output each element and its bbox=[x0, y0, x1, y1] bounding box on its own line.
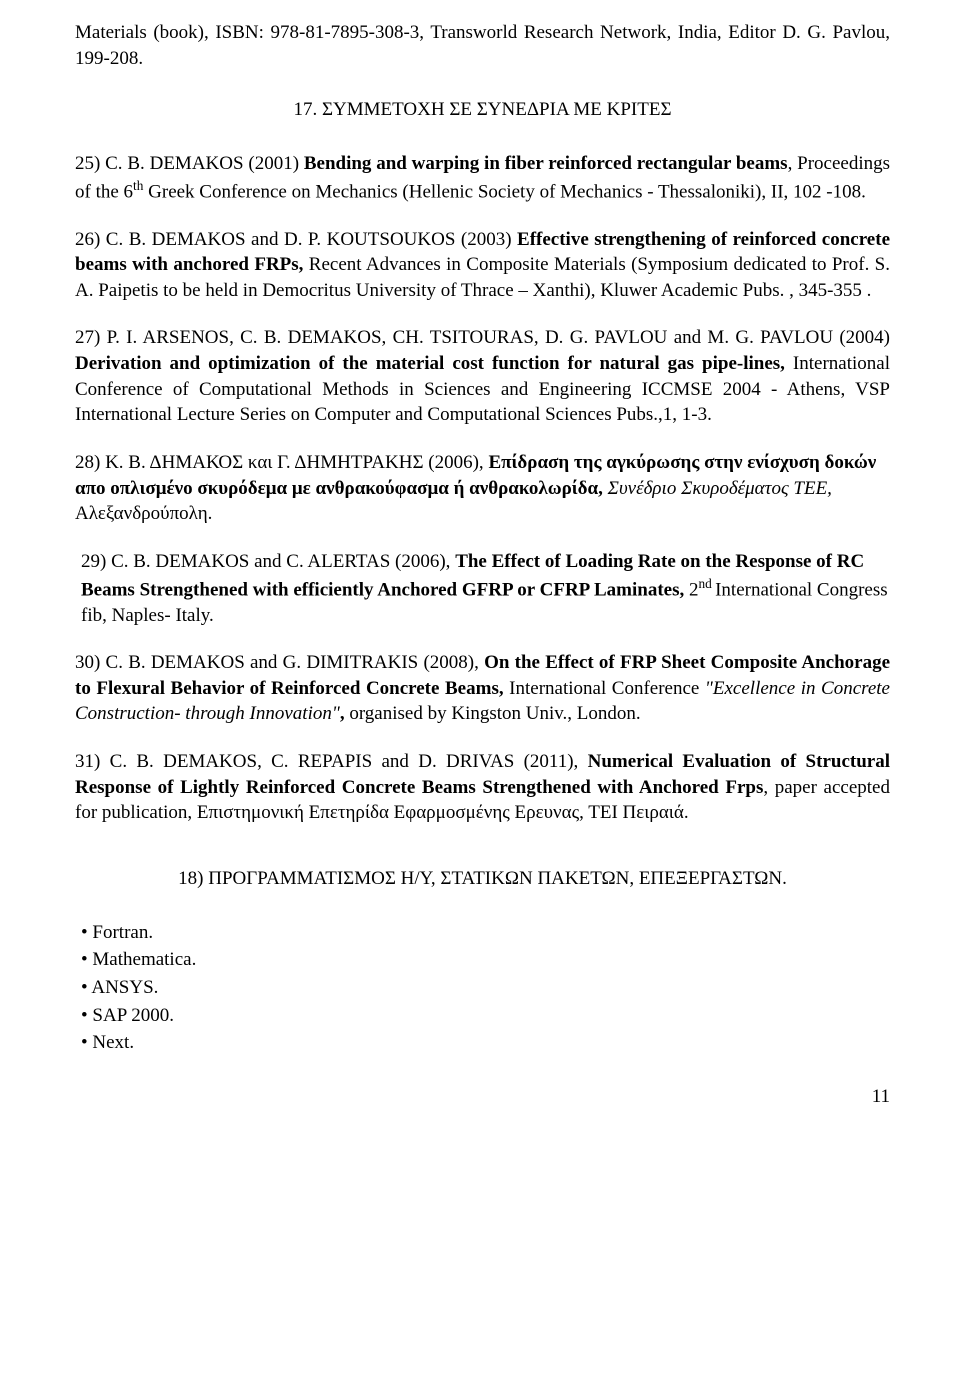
list-item: Fortran. bbox=[81, 920, 890, 946]
section-18-title: 18) ΠΡΟΓΡΑΜΜΑΤΙΣΜΟΣ Η/Υ, ΣΤΑΤΙΚΩΝ ΠΑΚΕΤΩ… bbox=[75, 866, 890, 892]
entry-28-venue-italic: Συνέδριο Σκυροδέματος ΤΕΕ, bbox=[608, 478, 832, 499]
entry-28-authors: 28) Κ. Β. ΔΗΜΑΚΟΣ και Γ. ΔΗΜΗΤΡΑΚΗΣ (200… bbox=[75, 452, 488, 473]
entry-28-place: Αλεξανδρούπολη bbox=[75, 503, 208, 524]
entry-29-authors: 29) C. B. DEMAKOS and C. ALERTAS (2006), bbox=[81, 551, 455, 572]
section-17-title: 17. ΣΥΜΜΕΤΟΧΗ ΣΕ ΣΥΝΕΔΡΙΑ ΜΕ ΚΡΙΤΕΣ bbox=[75, 97, 890, 123]
entry-30-comma: , bbox=[340, 703, 350, 724]
entry-31: 31) C. B. DEMAKOS, C. REPAPIS and D. DRI… bbox=[75, 749, 890, 826]
list-item: ANSYS. bbox=[81, 975, 890, 1001]
entry-25-authors: 25) C. B. DEMAKOS (2001) bbox=[75, 153, 304, 174]
page-number: 11 bbox=[75, 1084, 890, 1110]
software-list: Fortran. Mathematica. ANSYS. SAP 2000. N… bbox=[81, 920, 890, 1056]
entry-30-mid: International Conference bbox=[504, 678, 705, 699]
entry-26-authors: 26) C. B. DEMAKOS and D. P. KOUTSOUKOS (… bbox=[75, 229, 517, 250]
entry-29-pre: 2 bbox=[684, 579, 698, 600]
list-item: SAP 2000. bbox=[81, 1003, 890, 1029]
entry-27-authors: 27) P. I. ARSENOS, C. B. DEMAKOS, CH. TS… bbox=[75, 327, 890, 348]
entry-25-tail: Greek Conference on Mechanics (Hellenic … bbox=[143, 181, 865, 202]
entry-30-authors: 30) C. B. DEMAKOS and G. DIMITRAKIS (200… bbox=[75, 652, 484, 673]
entry-25: 25) C. B. DEMAKOS (2001) Bending and war… bbox=[75, 151, 890, 205]
entry-27-title: Derivation and optimization of the mater… bbox=[75, 353, 785, 374]
entry-30-tail: organised by Kingston Univ., London. bbox=[349, 703, 640, 724]
entry-29-ordinal: nd bbox=[698, 576, 715, 591]
entry-29: 29) C. B. DEMAKOS and C. ALERTAS (2006),… bbox=[75, 549, 890, 628]
list-item: Next. bbox=[81, 1030, 890, 1056]
entry-27: 27) P. I. ARSENOS, C. B. DEMAKOS, CH. TS… bbox=[75, 325, 890, 428]
entry-31-authors: 31) C. B. DEMAKOS, C. REPAPIS and D. DRI… bbox=[75, 751, 588, 772]
list-item: Mathematica. bbox=[81, 947, 890, 973]
entry-26: 26) C. B. DEMAKOS and D. P. KOUTSOUKOS (… bbox=[75, 227, 890, 304]
entry-25-ordinal: th bbox=[133, 178, 143, 193]
entry-30: 30) C. B. DEMAKOS and G. DIMITRAKIS (200… bbox=[75, 650, 890, 727]
entry-28: 28) Κ. Β. ΔΗΜΑΚΟΣ και Γ. ΔΗΜΗΤΡΑΚΗΣ (200… bbox=[75, 450, 890, 527]
intro-text: Materials (book), ISBN: 978-81-7895-308-… bbox=[75, 20, 890, 71]
entry-28-dot: . bbox=[208, 503, 213, 524]
entry-25-title: Bending and warping in fiber reinforced … bbox=[304, 153, 788, 174]
